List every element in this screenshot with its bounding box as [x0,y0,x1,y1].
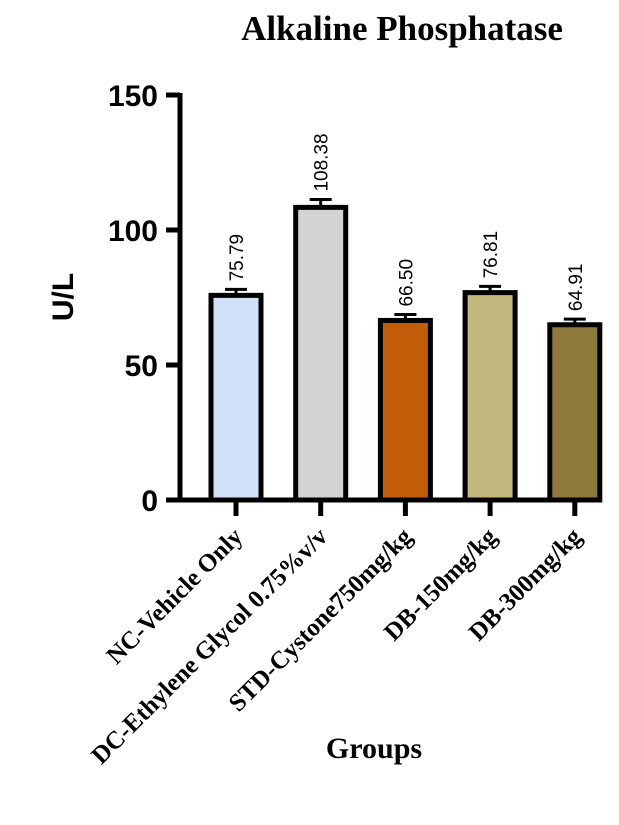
data-label: 75.79 [227,234,248,282]
bar [547,322,603,503]
data-label: 76.81 [481,231,502,279]
bar [293,204,349,503]
x-axis-label: Groups [326,732,422,765]
bar [462,290,518,503]
bar [208,292,264,503]
y-tick-label: 50 [125,350,158,383]
y-tick-label: 100 [108,215,158,248]
y-tick-label: 0 [141,485,158,518]
bar [377,317,433,503]
data-label: 108.38 [312,133,333,191]
y-axis-label: U/L [47,273,80,321]
chart-title: Alkaline Phosphatase [241,9,563,48]
data-label: 66.50 [396,259,417,307]
data-label: 64.91 [566,264,587,312]
y-tick-label: 150 [108,80,158,113]
